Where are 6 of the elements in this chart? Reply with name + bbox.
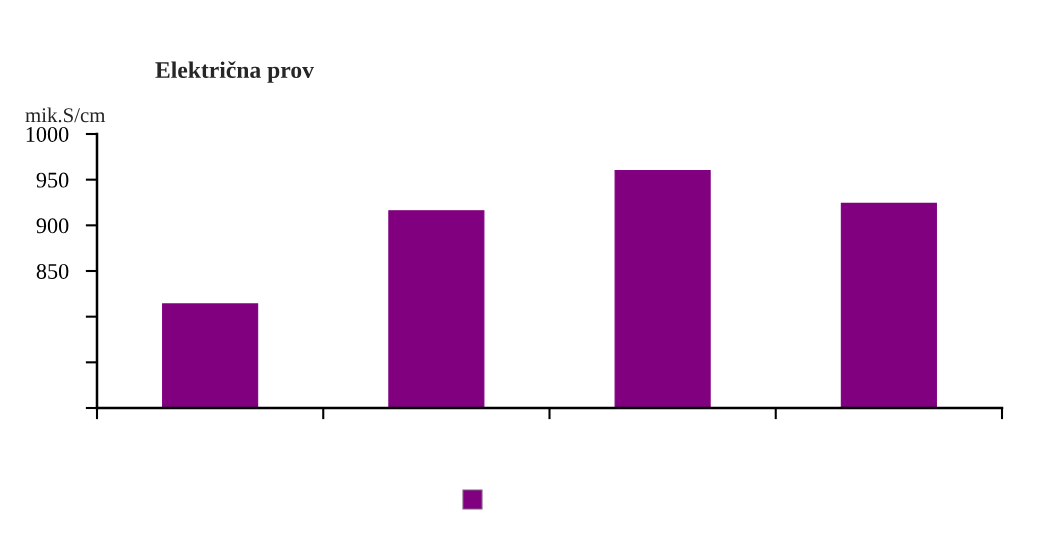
chart-title: Električna prov [155,61,314,83]
y-tick-label: 850 [36,263,69,279]
y-axis-title: mik.S/cm [25,107,106,123]
y-tick-label: 950 [36,172,69,188]
y-tick-label: 900 [36,218,69,234]
y-tick-label: 1000 [26,126,69,142]
